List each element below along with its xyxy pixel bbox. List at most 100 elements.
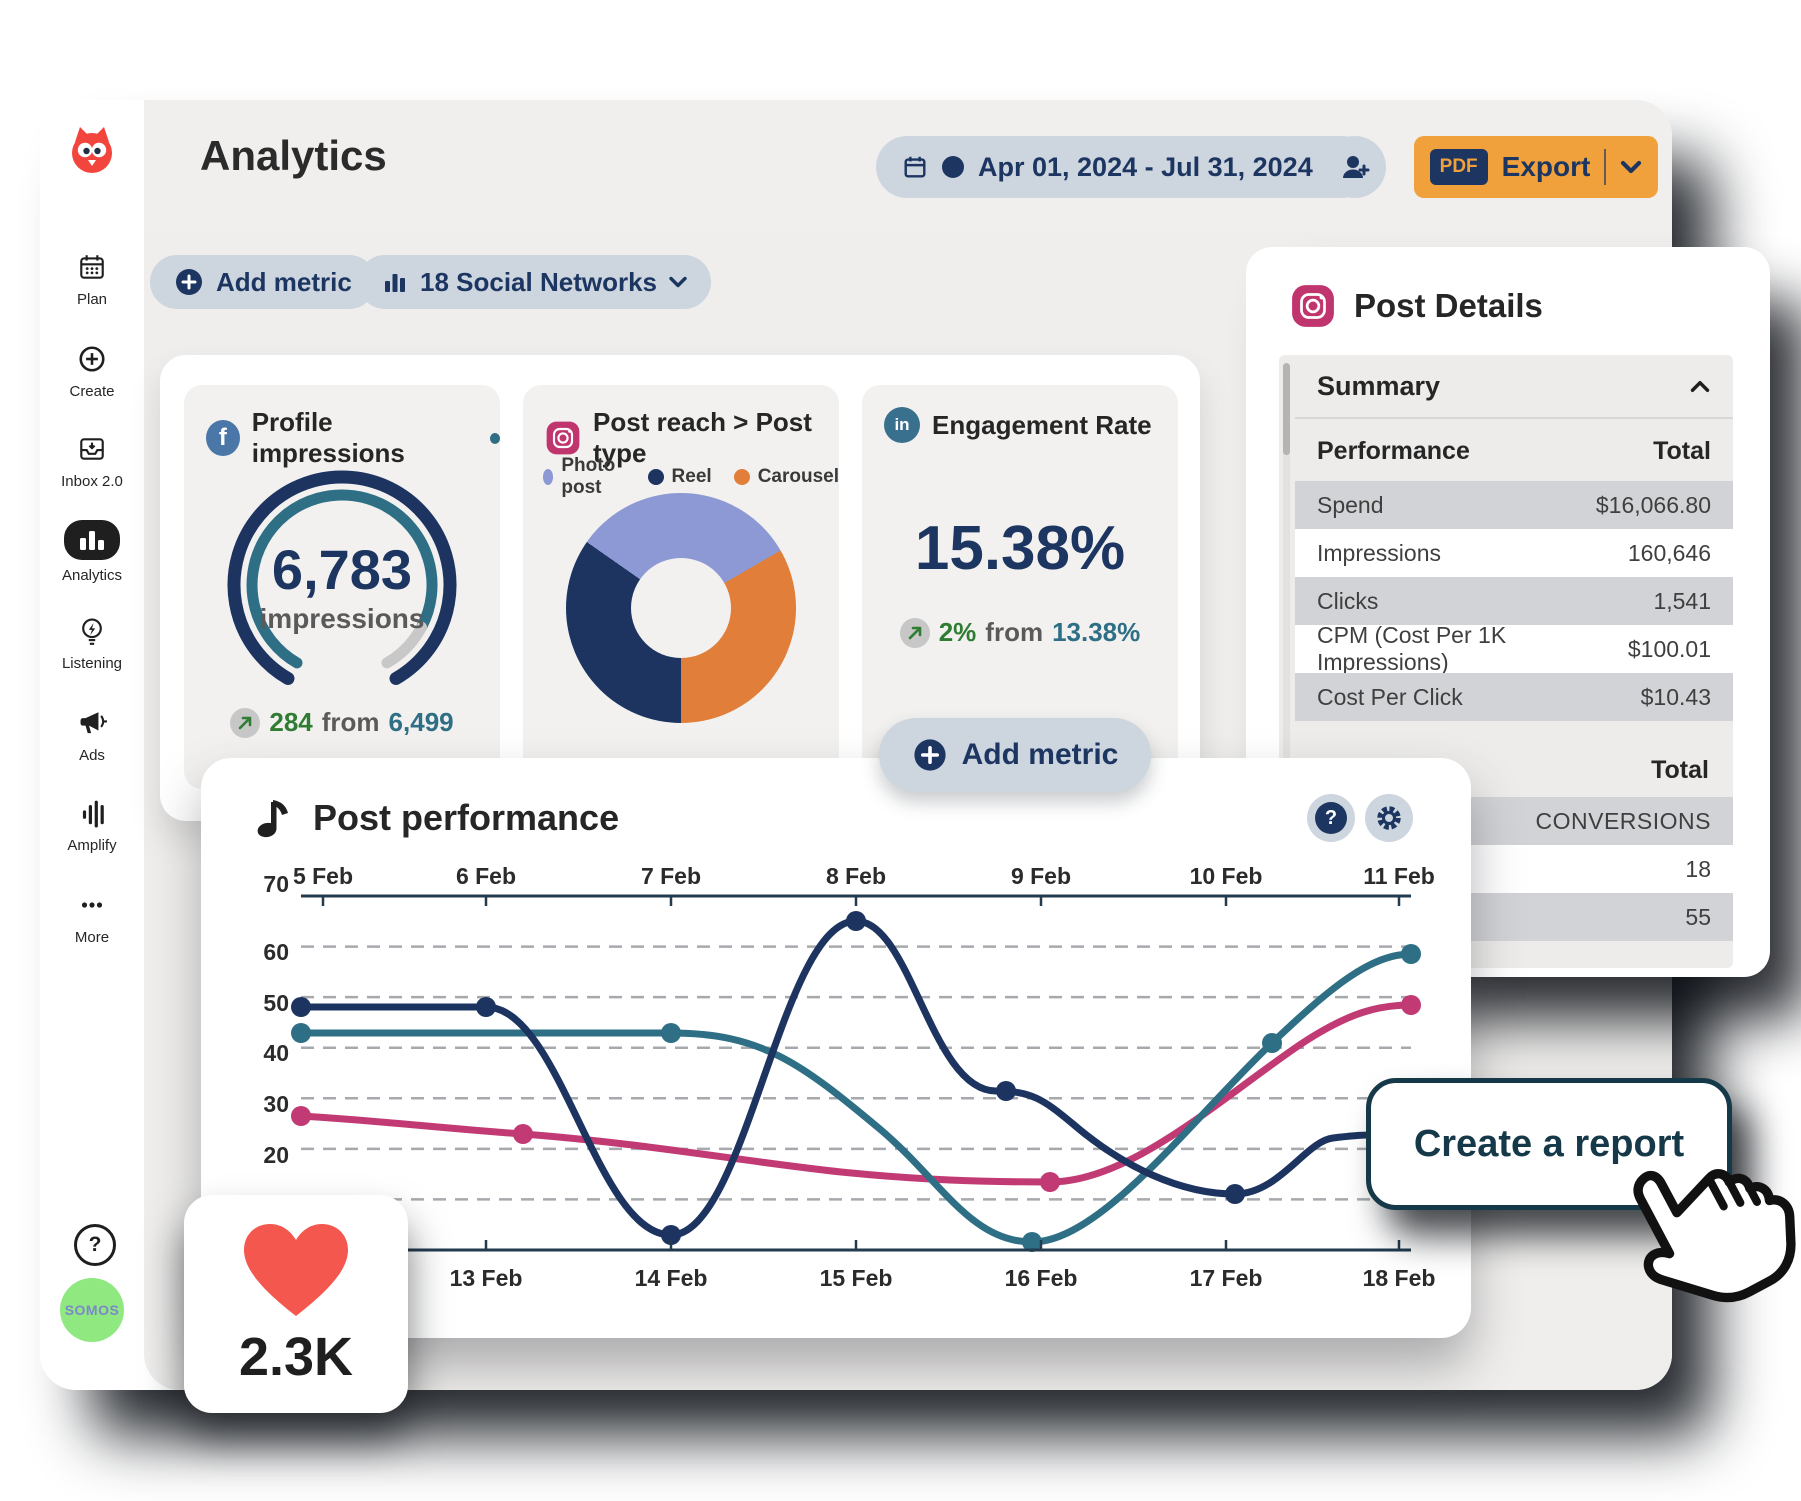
heart-icon [240, 1220, 352, 1320]
legend-dot [543, 469, 554, 485]
delta-baseline: 6,499 [388, 707, 454, 737]
likes-card: 2.3K [184, 1195, 408, 1413]
metric-dot [489, 432, 500, 444]
row-value: $100.01 [1627, 635, 1711, 662]
y-tick: 60 [263, 939, 289, 965]
y-tick: 20 [263, 1142, 289, 1168]
sidebar-item-label: Listening [61, 655, 123, 672]
legend-dot [733, 469, 750, 485]
date-range-value: Apr 01, 2024 - Jul 31, 2024 [978, 151, 1313, 182]
sidebar-item-label: Create [69, 383, 115, 400]
lightbulb-bolt-icon [77, 614, 107, 648]
series-pink-points [291, 995, 1421, 1192]
sidebar-item-analytics[interactable]: Analytics [40, 520, 144, 584]
divider [1604, 149, 1607, 185]
sidebar-item-more[interactable]: More [40, 888, 144, 946]
chevron-up-icon[interactable] [1689, 379, 1711, 394]
add-metric-floating-button[interactable]: Add metric [879, 718, 1151, 792]
social-networks-dropdown[interactable]: 18 Social Networks [358, 255, 711, 309]
chevron-down-icon[interactable] [1620, 159, 1642, 175]
sidebar-item-inbox[interactable]: Inbox 2.0 [40, 432, 144, 490]
add-metric-label: Add metric [216, 266, 352, 297]
calendar-icon [77, 250, 107, 284]
sidebar-item-label: Plan [76, 291, 108, 308]
sidebar-item-label: Inbox 2.0 [61, 473, 123, 490]
create-report-button[interactable]: Create a report [1366, 1078, 1732, 1210]
x-top-tick: 7 Feb [641, 863, 701, 889]
sidebar-item-label: More [74, 929, 110, 946]
instagram-icon [545, 420, 581, 456]
table-row[interactable]: Cost Per Click $10.43 [1295, 673, 1733, 721]
legend-item: Carousel [733, 455, 839, 499]
sidebar-item-listening[interactable]: Listening [40, 614, 144, 672]
trend-up-icon [230, 707, 261, 738]
delta-baseline: 13.38% [1052, 617, 1141, 647]
table-row[interactable]: Impressions 160,646 [1295, 529, 1733, 577]
add-user-button[interactable] [1324, 136, 1386, 198]
series-teal-points [291, 944, 1421, 1252]
row-label: Impressions [1317, 539, 1441, 566]
donut-legend: Photo post Reel Carousel [543, 455, 839, 499]
chevron-down-icon [669, 275, 687, 289]
pdf-badge: PDF [1429, 149, 1488, 185]
settings-button[interactable] [1365, 794, 1413, 842]
date-range-picker[interactable]: Apr 01, 2024 - Jul 31, 2024 [876, 136, 1373, 198]
legend-item: Reel [647, 455, 712, 499]
plus-circle-icon [77, 342, 107, 376]
profile-impressions-card[interactable]: f Profile impressions 6,783 impressions [184, 385, 500, 789]
likes-count: 2.3K [238, 1327, 354, 1387]
ellipsis-icon [77, 888, 107, 922]
x-top-tick: 5 Feb [293, 863, 353, 889]
inbox-icon [77, 432, 107, 466]
y-tick: 50 [263, 990, 289, 1016]
help-icon[interactable]: ? [74, 1224, 116, 1266]
panel-title: Post Details [1354, 287, 1543, 324]
person-add-icon [1339, 151, 1371, 183]
hootsuite-owl-logo[interactable] [64, 122, 120, 178]
column-total: Total [1651, 755, 1709, 784]
legend-label: Reel [671, 466, 712, 487]
row-label: Cost Per Click [1317, 683, 1463, 710]
networks-label: 18 Social Networks [420, 266, 657, 297]
gauge-chart [212, 445, 472, 689]
x-top-tick: 6 Feb [456, 863, 516, 889]
plus-circle-icon [912, 737, 948, 773]
row-value: $16,066.80 [1595, 491, 1711, 518]
table2-header: Total [1295, 743, 1733, 797]
sidebar-item-amplify[interactable]: Amplify [40, 796, 144, 854]
table-row[interactable]: CPM (Cost Per 1K Impressions) $100.01 [1295, 622, 1733, 675]
engagement-value: 15.38% [914, 514, 1126, 583]
post-reach-card[interactable]: Post reach > Post type Photo post Reel C… [523, 385, 839, 789]
y-tick: 30 [263, 1091, 289, 1117]
table-row[interactable]: Clicks 1,541 [1295, 577, 1733, 625]
delta-value: 284 [269, 707, 313, 737]
sidebar-item-plan[interactable]: Plan [40, 250, 144, 308]
x-bottom-tick: 13 Feb [450, 1265, 523, 1291]
card-title: Post reach > Post type [593, 407, 812, 468]
summary-header[interactable]: Summary [1295, 355, 1733, 419]
help-button[interactable]: ? [1307, 794, 1355, 842]
table-row[interactable]: Spend $16,066.80 [1295, 481, 1733, 529]
linkedin-icon: in [884, 407, 920, 443]
create-report-label: Create a report [1413, 1122, 1685, 1165]
row-value: 18 [1685, 855, 1711, 882]
somos-badge[interactable]: SOMOS [60, 1278, 124, 1342]
help-glyph: ? [88, 1233, 102, 1256]
column-total: Total [1653, 436, 1711, 465]
x-bottom-tick: 16 Feb [1005, 1265, 1078, 1291]
gauge-unit: impressions [259, 603, 425, 634]
row-value: 1,541 [1653, 587, 1711, 614]
chart-title: Post performance [313, 797, 620, 838]
x-bottom-tick: 14 Feb [635, 1265, 708, 1291]
scrollbar-thumb[interactable] [1283, 363, 1290, 455]
scrollbar-track[interactable] [1283, 363, 1290, 960]
sidebar-item-ads[interactable]: Ads [40, 706, 144, 764]
export-button[interactable]: PDF Export [1414, 136, 1658, 198]
column-performance: Performance [1317, 436, 1470, 465]
sidebar-item-label: Amplify [67, 837, 117, 854]
legend-item: Photo post [543, 455, 626, 499]
sidebar-item-label: Ads [79, 747, 105, 764]
sidebar-item-create[interactable]: Create [40, 342, 144, 400]
add-metric-button[interactable]: Add metric [150, 255, 376, 309]
line-chart: 70 60 50 40 30 20 5 Feb 6 Feb 7 Feb 8 Fe… [231, 858, 1441, 1318]
